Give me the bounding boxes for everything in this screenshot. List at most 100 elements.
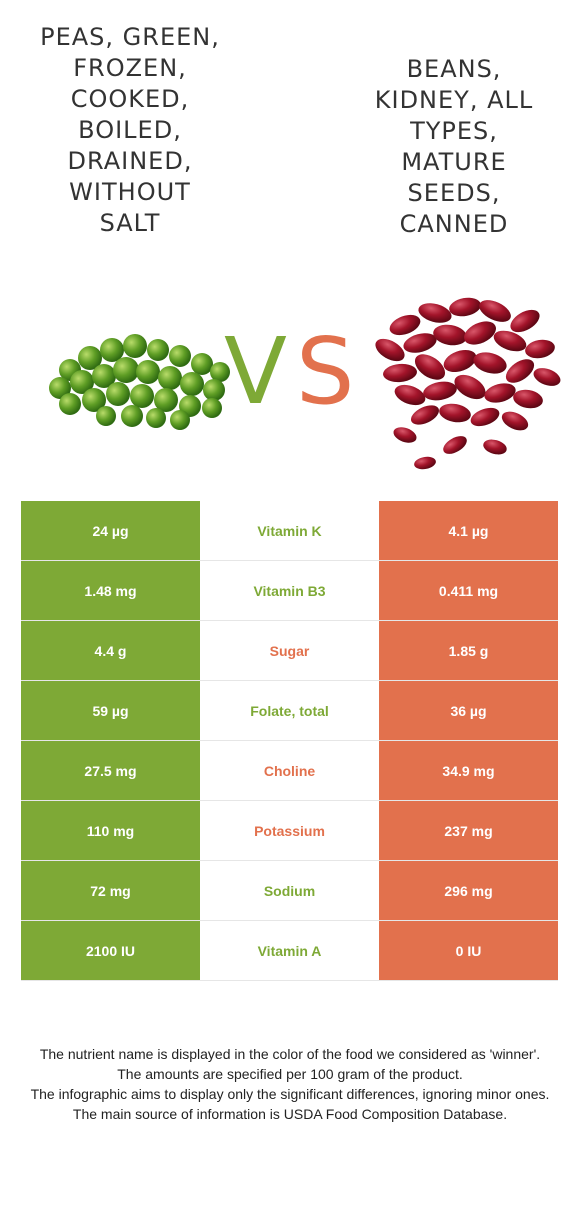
bean [454,374,486,400]
food-right-title-line: seeds, [407,179,501,207]
food-left-title: Peas, green, frozen, cooked, boiled, dra… [0,22,260,239]
bean [464,321,496,345]
pea [169,345,191,367]
bean [484,383,516,403]
food-left-title-line: without [69,178,191,206]
table-row: 59 µg Folate, total 36 µg [21,680,558,741]
pea [154,388,178,412]
bean [479,300,511,322]
footer-line: The main source of information is USDA F… [72,1106,508,1122]
food-right-title-line: Beans, [406,55,502,83]
bean [470,407,500,427]
pea [100,338,124,362]
pea [123,334,147,358]
right-value: 0.411 mg [379,560,558,621]
right-value: 296 mg [379,860,558,921]
right-value: 34.9 mg [379,740,558,801]
pea [170,410,190,430]
left-value: 72 mg [21,860,200,921]
right-value: 1.85 g [379,620,558,681]
right-value: 0 IU [379,920,558,981]
food-right-title: Beans, kidney, all types, mature seeds, … [324,54,580,240]
table-row: 27.5 mg Choline 34.9 mg [21,740,558,801]
bean [443,349,477,373]
food-right-title-line: mature [401,148,507,176]
bean [433,324,467,346]
food-left-title-line: drained, [67,147,193,175]
pea [130,384,154,408]
bean [513,389,543,409]
pea [146,408,166,428]
food-left-title-line: cooked, [70,85,190,113]
footer-line: The infographic aims to display only the… [30,1086,550,1102]
bean [410,405,440,425]
vs-letter-v: V [224,318,287,425]
food-left-title-line: boiled, [78,116,182,144]
pea [49,377,71,399]
pea [147,339,169,361]
nutrient-name: Potassium [200,800,379,861]
food-right-title-line: kidney, all [374,86,534,114]
bean [443,436,467,454]
pea [96,406,116,426]
pea [191,353,213,375]
nutrient-name: Choline [200,740,379,801]
bean [493,330,527,352]
bean [501,411,529,431]
bean [473,352,507,374]
bean [403,333,437,353]
pea [203,379,225,401]
pea [158,366,182,390]
footer-line: The nutrient name is displayed in the co… [39,1046,541,1062]
bean [375,338,405,362]
green-peas-image [49,334,230,430]
table-row: 24 µg Vitamin K 4.1 µg [21,501,558,561]
food-left-title-line: salt [99,209,161,237]
bean [449,297,481,317]
pea [92,364,116,388]
bean [525,339,555,359]
food-right-title-line: canned [399,210,509,238]
nutrient-name: Vitamin B3 [200,560,379,621]
left-value: 2100 IU [21,920,200,981]
food-left-title-line: frozen, [73,54,187,82]
footer-line: The amounts are specified per 100 gram o… [117,1066,463,1082]
left-value: 1.48 mg [21,560,200,621]
vs-letter-s: S [296,318,355,425]
pea [59,393,81,415]
table-row: 110 mg Potassium 237 mg [21,800,558,861]
bean [389,314,421,336]
table-row: 4.4 g Sugar 1.85 g [21,620,558,681]
left-value: 24 µg [21,501,200,561]
pea [113,357,139,383]
pea [136,360,160,384]
nutrient-name: Sodium [200,860,379,921]
nutrient-name: Vitamin A [200,920,379,981]
bean [510,309,540,333]
pea [202,398,222,418]
left-value: 4.4 g [21,620,200,681]
nutrient-name: Folate, total [200,680,379,741]
bean [483,439,507,455]
right-value: 4.1 µg [379,501,558,561]
pea [78,346,102,370]
pea [210,362,230,382]
pea [70,370,94,394]
food-left-title-line: Peas, green, [40,23,220,51]
bean [414,354,446,380]
pea [82,388,106,412]
left-value: 59 µg [21,680,200,741]
right-value: 237 mg [379,800,558,861]
table-row: 1.48 mg Vitamin B3 0.411 mg [21,560,558,621]
table-row: 72 mg Sodium 296 mg [21,860,558,921]
nutrient-name: Vitamin K [200,501,379,561]
bean [394,384,426,406]
footer-notes: The nutrient name is displayed in the co… [20,1044,560,1124]
table-row: 2100 IU Vitamin A 0 IU [21,920,558,981]
bean [393,427,417,443]
pea [180,372,204,396]
bean [533,368,561,386]
kidney-beans-image [375,297,561,470]
right-value: 36 µg [379,680,558,741]
left-value: 27.5 mg [21,740,200,801]
